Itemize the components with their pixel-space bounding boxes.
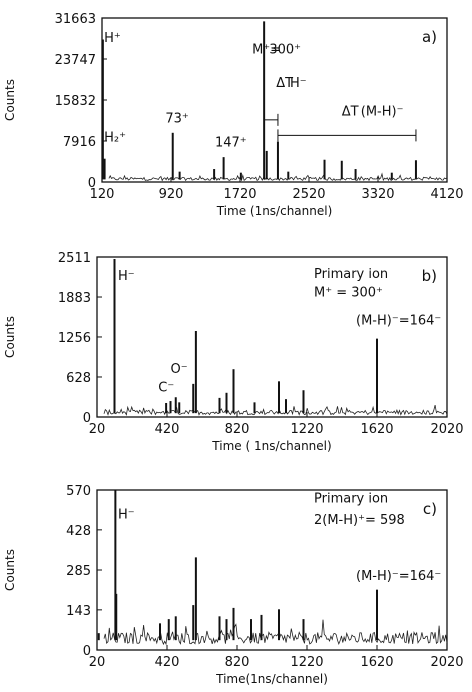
y-tick-label: 428 bbox=[66, 524, 91, 539]
x-tick-label: 20 bbox=[89, 655, 106, 670]
y-tick-label: 15832 bbox=[55, 94, 96, 109]
y-tick-label: 143 bbox=[66, 604, 91, 619]
panel-label: a) bbox=[422, 28, 437, 46]
chart-panel-3: 20 420 820 1220 1620 2020 0 143 285 428 570 Time(1n… bbox=[3, 484, 464, 686]
y-axis-label: Counts bbox=[3, 79, 17, 121]
y-tick-label: 628 bbox=[66, 371, 91, 386]
y-axis-label: Counts bbox=[3, 316, 17, 358]
x-tick-label: 420 bbox=[155, 422, 180, 437]
peak-annotation: O⁻ bbox=[171, 362, 188, 377]
x-tick-label: 2020 bbox=[430, 655, 463, 670]
x-tick-label: 1220 bbox=[290, 422, 323, 437]
peak-annotation: (M-H)⁻ bbox=[361, 105, 404, 120]
x-tick-label: 820 bbox=[225, 655, 250, 670]
peak-annotation: M⁺= bbox=[252, 43, 281, 58]
x-tick-label: 1220 bbox=[290, 655, 323, 670]
y-tick-label: 31663 bbox=[55, 12, 96, 27]
x-tick-label: 2520 bbox=[292, 187, 325, 202]
peak-annotation: H⁻ bbox=[118, 269, 135, 284]
spectrum-trace bbox=[103, 619, 448, 646]
x-tick-label: 2020 bbox=[430, 422, 463, 437]
y-axis-label: Counts bbox=[3, 549, 17, 591]
peak-annotation: Primary ion bbox=[314, 267, 388, 282]
y-tick-label: 0 bbox=[88, 176, 96, 191]
x-tick-label: 1620 bbox=[360, 422, 393, 437]
x-tick-label: 1720 bbox=[223, 187, 256, 202]
peak-annotation: H₂⁺ bbox=[104, 131, 126, 146]
peak-annotation: H⁺ bbox=[104, 31, 121, 46]
y-tick-label: 23747 bbox=[55, 53, 96, 68]
peak-annotation: C⁻ bbox=[158, 381, 174, 396]
peak-annotation: 73⁺ bbox=[165, 111, 188, 126]
y-tick-label: 0 bbox=[83, 644, 91, 659]
y-tick-label: 0 bbox=[83, 411, 91, 426]
panel-label: c) bbox=[423, 500, 437, 518]
chart-panel-2: 20 420 820 1220 1620 2020 0 628 1256 1883 2511 Time… bbox=[3, 251, 464, 453]
peak-annotation: H⁻ bbox=[290, 76, 307, 91]
peak-annotation: 147⁺ bbox=[215, 135, 247, 150]
y-tick-label: 1256 bbox=[58, 331, 91, 346]
x-tick-label: 1620 bbox=[360, 655, 393, 670]
x-tick-label: 120 bbox=[90, 187, 115, 202]
peak-annotation: (M-H)⁻=164⁻ bbox=[356, 569, 441, 584]
x-axis-label: Time (1ns/channel) bbox=[216, 204, 333, 218]
x-tick-label: 420 bbox=[155, 655, 180, 670]
x-axis-label: Time ( 1ns/channel) bbox=[211, 439, 331, 453]
x-tick-label: 4120 bbox=[430, 187, 463, 202]
peak-annotation: H⁻ bbox=[118, 508, 135, 523]
y-tick-label: 2511 bbox=[58, 251, 91, 266]
peak-annotation: Primary ion bbox=[314, 492, 388, 507]
peak-annotation: M⁺ = 300⁺ bbox=[314, 286, 383, 301]
y-tick-label: 570 bbox=[66, 484, 91, 499]
y-tick-label: 7916 bbox=[63, 135, 96, 150]
peak-annotation: ΔT bbox=[276, 76, 293, 91]
peak-annotation: ΔT bbox=[342, 105, 359, 120]
x-axis-label: Time(1ns/channel) bbox=[215, 672, 328, 686]
x-tick-label: 20 bbox=[89, 422, 106, 437]
x-tick-label: 920 bbox=[159, 187, 184, 202]
y-tick-label: 285 bbox=[66, 564, 91, 579]
spectrum-trace bbox=[103, 405, 448, 416]
peak-annotation: 2(M-H)⁺= 598 bbox=[314, 513, 405, 528]
y-tick-label: 1883 bbox=[58, 291, 91, 306]
plot-frame bbox=[96, 256, 448, 418]
peak-annotation: (M-H)⁻=164⁻ bbox=[356, 314, 441, 329]
x-tick-label: 3320 bbox=[361, 187, 394, 202]
panel-label: b) bbox=[422, 267, 437, 285]
x-tick-label: 820 bbox=[225, 422, 250, 437]
chart-panel-1: 120 920 1720 2520 3320 4120 0 7916 15832 23747 316… bbox=[3, 12, 464, 218]
peak-annotation: 300⁺ bbox=[269, 43, 301, 58]
